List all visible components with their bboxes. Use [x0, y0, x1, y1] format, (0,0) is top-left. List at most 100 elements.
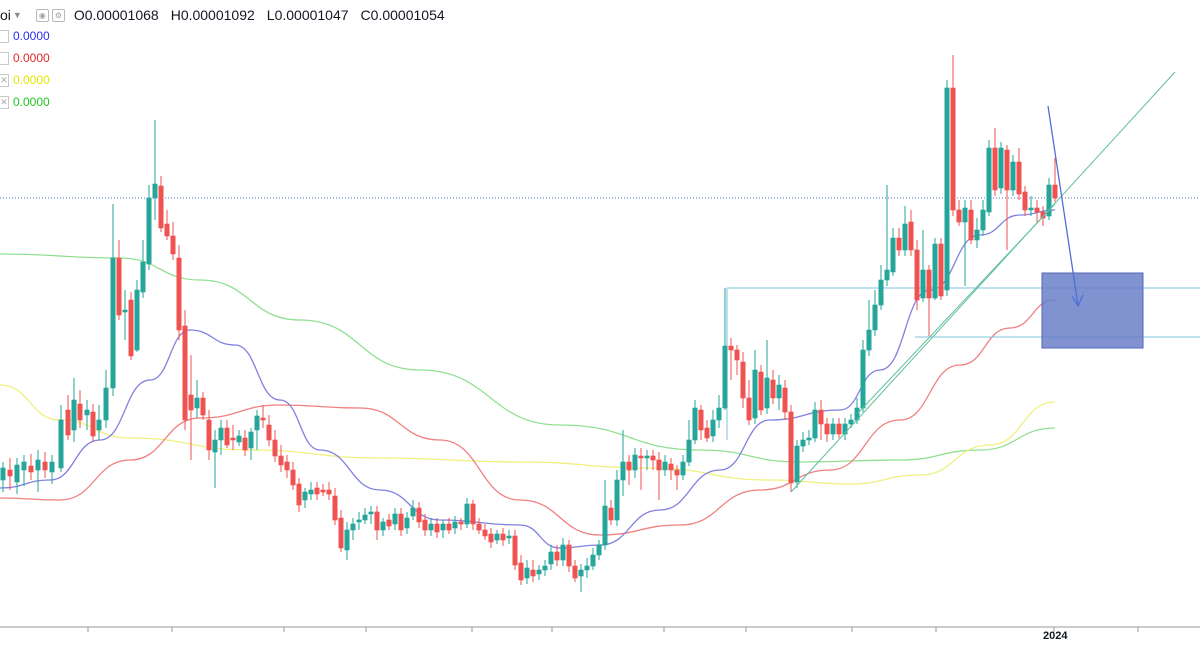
candle-body [866, 329, 872, 351]
candle-body [314, 487, 320, 495]
candle-body [14, 464, 20, 483]
candle-body [812, 409, 818, 439]
candle-body [338, 517, 344, 549]
candle-body [224, 427, 230, 446]
candle-body [1034, 207, 1040, 213]
candle-body [710, 419, 716, 437]
high-key: H [170, 7, 181, 23]
candle-body [248, 431, 254, 449]
indicator-row-4[interactable]: ✕ 0.0000 [0, 93, 50, 111]
candle-body [176, 257, 182, 331]
candle-body [42, 461, 48, 471]
indicator-row-2[interactable]: 0.0000 [0, 49, 50, 67]
candle-body [878, 279, 884, 306]
candle-body [764, 377, 770, 409]
candle-body [746, 397, 752, 421]
candle-body [392, 513, 398, 525]
candle-body [584, 565, 590, 571]
candle-body [464, 503, 470, 525]
candle-body [914, 249, 920, 301]
candle-body [896, 237, 902, 251]
candle-body [1046, 184, 1052, 217]
candle-body [110, 257, 116, 389]
candle-body [58, 419, 64, 469]
candle-body [956, 209, 962, 223]
candle-body [740, 361, 746, 399]
chevron-down-icon[interactable]: ▼ [12, 10, 22, 20]
settings-icon[interactable]: ⚙ [51, 8, 65, 22]
eye-icon[interactable]: ◉ [35, 8, 49, 22]
candle-body [0, 467, 6, 481]
indicator-toggle-icon[interactable] [0, 29, 9, 43]
candle-body [890, 237, 896, 273]
candle-body [530, 569, 536, 577]
candle-body [296, 483, 302, 506]
candle-body [380, 521, 386, 531]
candle-body [272, 439, 278, 457]
indicator-toggle-icon[interactable] [0, 51, 9, 65]
candle-body [800, 439, 806, 447]
candle-body [242, 437, 248, 451]
candle-body [410, 507, 416, 517]
candle-body [200, 397, 206, 416]
candle-body [680, 461, 686, 476]
candle-body [626, 461, 632, 471]
candle-body [590, 554, 596, 567]
candle-body [356, 519, 362, 523]
candle-body [116, 257, 122, 316]
candle-body [128, 299, 134, 357]
candle-body [350, 523, 356, 531]
candle-body [386, 519, 392, 527]
candle-body [938, 243, 944, 297]
candle-body [650, 455, 656, 461]
indicator-row-3[interactable]: ✕ 0.0000 [0, 71, 50, 89]
candle-body [170, 235, 176, 255]
candle-body [608, 507, 614, 521]
candle-body [698, 409, 704, 431]
open-key: O [73, 7, 85, 23]
candle-body [326, 489, 332, 495]
candle-body [692, 407, 698, 441]
indicator-value: 0.0000 [13, 95, 50, 109]
candle-body [704, 427, 710, 439]
candle-body [506, 535, 512, 539]
open-value: 0.00001068 [84, 7, 159, 23]
candle-body [218, 427, 224, 441]
symbol-label[interactable]: oi [0, 7, 11, 23]
high-value: 0.00001092 [180, 7, 255, 23]
candle-body [49, 461, 55, 473]
candle-body [21, 461, 27, 471]
candle-body [1016, 161, 1022, 195]
rising-trendline [857, 203, 1056, 414]
candle-body [968, 209, 974, 241]
candle-body [302, 491, 308, 501]
candle-body [548, 551, 554, 565]
candle-body [638, 455, 644, 459]
candle-body [77, 403, 83, 421]
candle-body [674, 469, 680, 476]
candle-body [266, 424, 272, 441]
candle-body [35, 459, 41, 471]
candle-body [818, 409, 824, 425]
candle-body [524, 567, 530, 579]
candle-body [398, 513, 404, 531]
candle-body [722, 345, 728, 409]
candle-body [1052, 184, 1058, 199]
candle-body [212, 439, 218, 453]
candle-body [28, 465, 34, 473]
close-icon[interactable]: ✕ [0, 73, 9, 87]
ohlc-legend: oi ▼ ◉ ⚙ O 0.00001068 H 0.00001092 L 0.0… [0, 5, 457, 25]
close-value: 0.00001054 [370, 7, 445, 23]
indicator-row-1[interactable]: 0.0000 [0, 27, 50, 45]
candle-body [368, 511, 374, 515]
candle-body [554, 551, 560, 561]
candle-body [770, 379, 776, 399]
candle-body [962, 207, 968, 223]
candle-body [194, 397, 200, 409]
close-icon[interactable]: ✕ [0, 95, 9, 109]
candle-body [950, 87, 956, 211]
candle-body [404, 517, 410, 529]
candle-body [572, 565, 578, 579]
candle-body [434, 523, 440, 533]
